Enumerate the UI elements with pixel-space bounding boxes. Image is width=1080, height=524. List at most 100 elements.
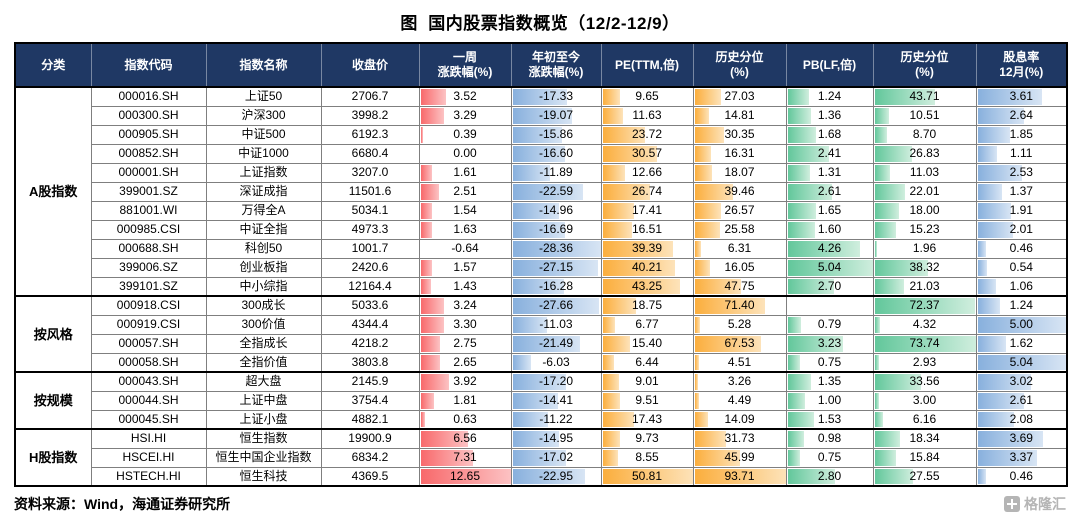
pb-percentile-cell: 2.93 — [872, 352, 977, 373]
cell-value: 恒生科技 — [239, 468, 288, 483]
cell-value: -6.03 — [542, 354, 570, 369]
ytd-databar — [512, 278, 564, 294]
pb-percentile-cell: 3.00 — [872, 390, 977, 411]
cell-value: 27.03 — [724, 89, 755, 104]
index-code-cell: 399001.SZ — [90, 181, 207, 202]
index-code-cell: 000045.SH — [90, 409, 207, 430]
cell-value: 15.40 — [631, 336, 663, 350]
pe-cell: 39.39 — [600, 238, 694, 259]
week-change-cell: 1.63 — [418, 219, 512, 240]
week-change-cell: 0.00 — [418, 143, 512, 164]
cell-value: 30.35 — [724, 127, 755, 141]
cell-value: 0.63 — [453, 411, 477, 426]
pe-cell: 6.77 — [600, 314, 694, 335]
table-row: 000001.SH 上证指数 3207.0 1.61 -11.89 12.66 18.07 1… — [15, 162, 1068, 183]
cell-value: -14.96 — [538, 203, 574, 217]
cell-value: 4218.2 — [351, 336, 389, 350]
index-name-cell: 恒生科技 — [205, 466, 322, 487]
cell-value: 2.08 — [1009, 411, 1033, 426]
pb-percentile-cell: 6.16 — [872, 409, 977, 430]
pe_pct-databar — [694, 221, 720, 238]
pb-databar — [787, 449, 801, 466]
week-change-cell: 3.30 — [418, 314, 512, 335]
cell-value: 1.06 — [1009, 278, 1033, 293]
cell-value: 中证1000 — [238, 146, 289, 160]
pb-databar — [787, 431, 805, 447]
ytd-databar — [512, 221, 565, 238]
index-name-cell: 万得全A — [205, 200, 322, 221]
dividend-yield-cell: 1.62 — [975, 333, 1068, 354]
pe_pct-databar — [694, 278, 742, 294]
close-price-cell: 6834.2 — [320, 447, 420, 468]
pe-percentile-cell: 18.07 — [692, 162, 787, 183]
pe-percentile-cell: 4.51 — [692, 352, 787, 373]
column-header-6: PE(TTM,倍) — [600, 42, 694, 88]
cell-value: 72.37 — [909, 298, 940, 313]
table-row: 000058.SH 全指价值 3803.8 2.65 -6.03 6.44 4.51 0.75… — [15, 352, 1068, 373]
ytd-change-cell: -6.03 — [510, 352, 602, 373]
cell-value: 399006.SZ — [119, 260, 178, 274]
pe-percentile-cell: 4.49 — [692, 390, 787, 411]
cell-value: 6834.2 — [351, 450, 389, 464]
pe-percentile-cell: 30.35 — [692, 124, 787, 145]
pb-databar — [787, 354, 801, 370]
pb_pct-databar — [874, 431, 900, 447]
cell-value: 3.02 — [1009, 374, 1033, 389]
ytd-databar — [512, 468, 585, 484]
dividend-yield-cell: 1.06 — [975, 276, 1068, 297]
pb-cell: 1.24 — [785, 86, 874, 107]
pe-databar — [602, 145, 658, 162]
ytd-change-cell: -17.20 — [510, 371, 602, 392]
ytd-databar — [512, 183, 584, 200]
cell-value: 4.49 — [727, 393, 752, 407]
div-databar — [977, 89, 1042, 105]
cell-value: 14.81 — [724, 108, 755, 122]
pe_pct-databar — [694, 392, 699, 409]
pe-percentile-cell: 47.75 — [692, 276, 787, 297]
pe-databar — [602, 431, 620, 447]
week-change-cell: 12.65 — [418, 466, 512, 487]
pb-percentile-cell: 43.71 — [872, 86, 977, 107]
cell-value: -22.95 — [538, 468, 574, 483]
pe_pct-databar — [694, 145, 711, 162]
pe-databar — [602, 411, 634, 427]
pe-percentile-cell: 67.53 — [692, 333, 787, 354]
pb_pct-databar — [874, 164, 890, 181]
table-row: A股指数 000016.SH 上证50 2706.7 3.52 -17.33 9.65 27.… — [14, 86, 1068, 297]
cell-value: 18.34 — [909, 431, 940, 446]
cell-value: -16.60 — [538, 146, 574, 160]
pe-databar — [602, 278, 680, 294]
pe-databar — [602, 164, 626, 181]
close-price-cell: 3754.4 — [320, 390, 420, 411]
cell-value: 2145.9 — [351, 374, 389, 389]
pe-percentile-cell: 31.73 — [692, 428, 787, 449]
cell-value: 1.68 — [817, 127, 842, 141]
ytd-change-cell: -21.49 — [510, 333, 602, 354]
cell-value: 25.58 — [724, 222, 755, 236]
cell-value: 000688.SH — [118, 241, 179, 255]
close-price-cell: 1001.7 — [320, 238, 420, 259]
close-price-cell: 5033.6 — [320, 295, 420, 316]
cell-value: 5.28 — [727, 317, 752, 331]
close-price-cell: 3998.2 — [320, 105, 420, 126]
cell-value: 11.03 — [909, 165, 940, 179]
cell-value: 3.69 — [1009, 431, 1033, 446]
week-databar — [420, 431, 468, 447]
cell-value: 1.57 — [453, 260, 477, 274]
figure-title: 图 国内股票指数概览（12/2-12/9） — [400, 14, 680, 33]
pe-cell: 8.55 — [600, 447, 694, 468]
index-code-cell: 000044.SH — [90, 390, 207, 411]
dividend-yield-cell: 3.37 — [975, 447, 1068, 468]
pe-cell: 30.57 — [600, 143, 694, 164]
dividend-yield-cell: 1.91 — [975, 200, 1068, 221]
div-databar — [977, 126, 1011, 143]
cell-value: 14.09 — [724, 411, 755, 426]
div-databar — [977, 164, 1023, 181]
cell-value: 19900.9 — [348, 431, 392, 446]
cell-value: 2.01 — [1009, 222, 1033, 236]
cell-value: 300成长 — [241, 298, 286, 313]
cell-value: -14.95 — [538, 431, 574, 446]
table-row: 000985.CSI 中证全指 4973.3 1.63 -16.69 16.51 25.58… — [15, 219, 1068, 240]
index-code-cell: 000918.CSI — [90, 295, 207, 316]
pe-databar — [602, 468, 692, 484]
